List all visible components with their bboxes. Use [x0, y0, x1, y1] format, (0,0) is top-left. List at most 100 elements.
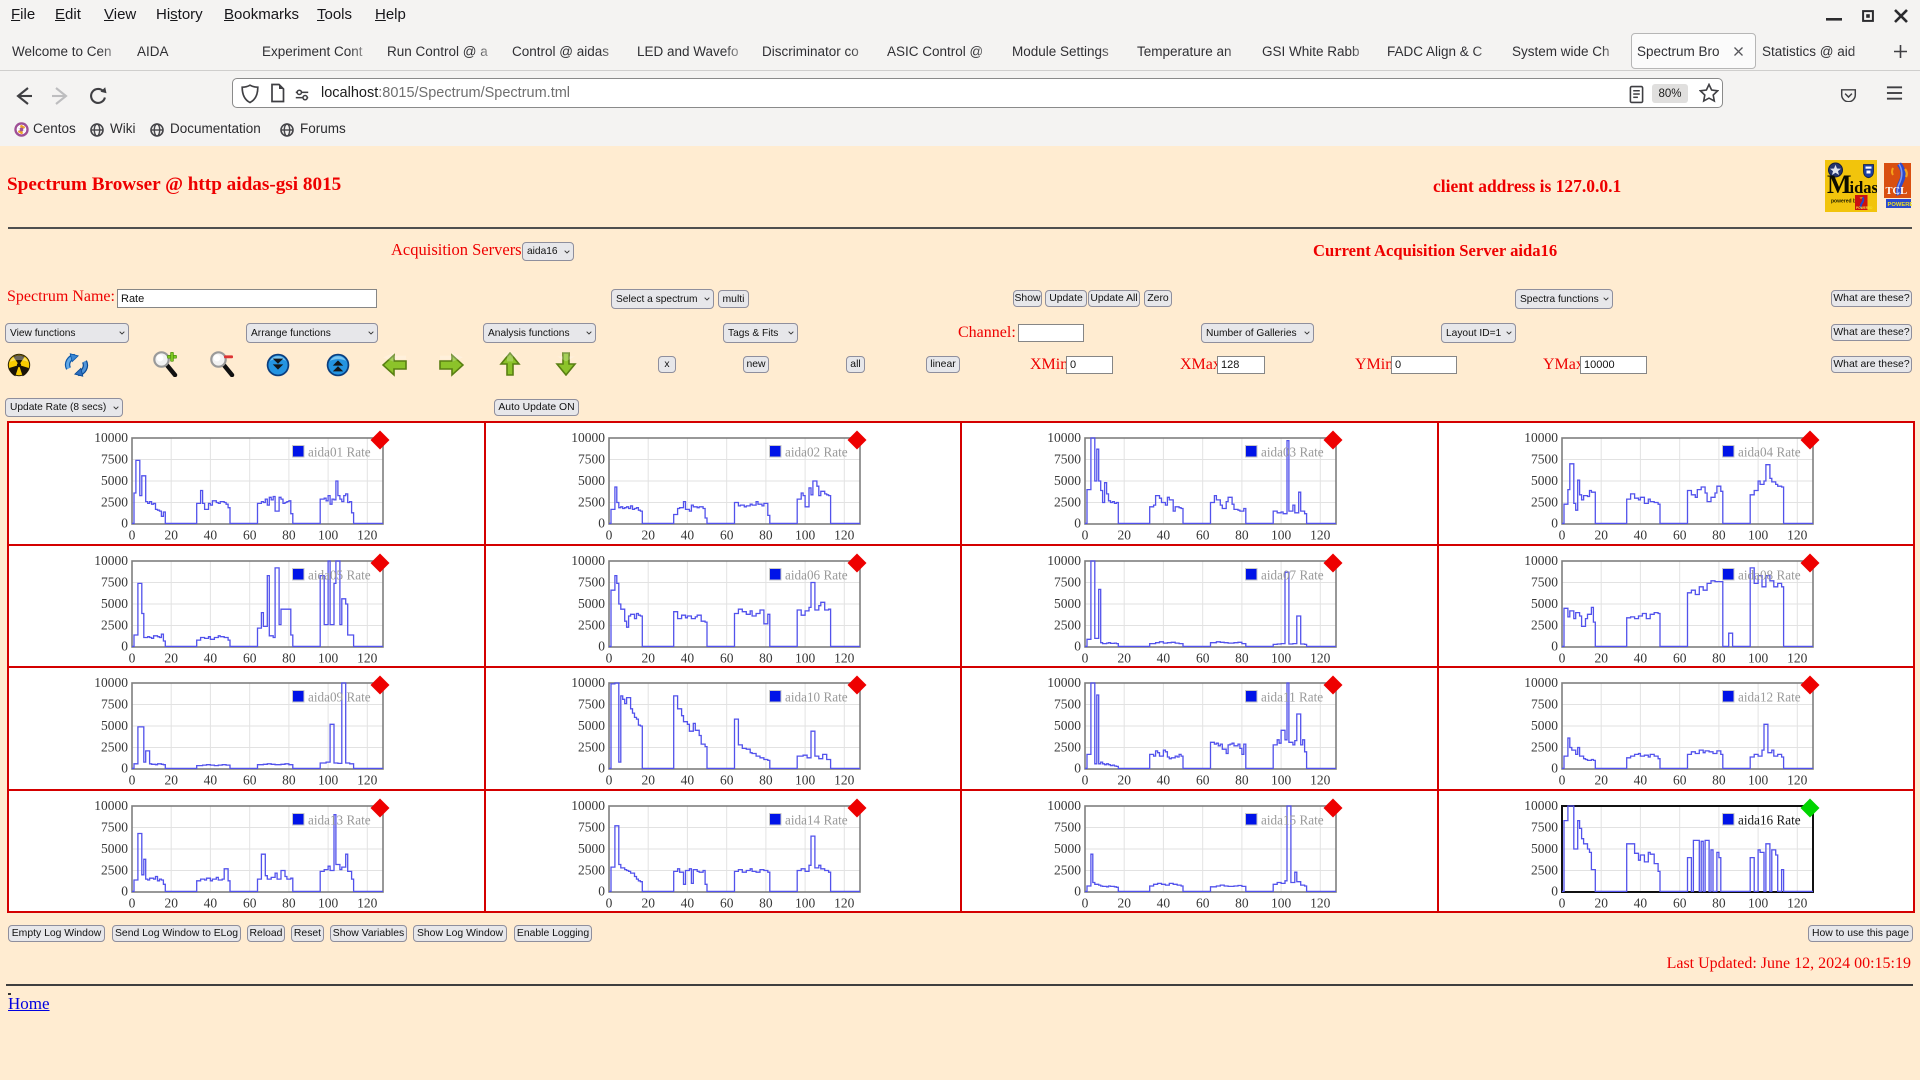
svg-text:0: 0: [1082, 528, 1089, 543]
svg-text:0: 0: [1558, 650, 1565, 665]
svg-text:aida14 Rate: aida14 Rate: [785, 812, 848, 827]
svg-text:2500: 2500: [578, 862, 605, 877]
svg-text:60: 60: [720, 773, 734, 788]
svg-text:2500: 2500: [1054, 495, 1081, 510]
svg-text:100: 100: [318, 528, 339, 543]
svg-text:0: 0: [598, 883, 605, 898]
svg-text:120: 120: [834, 773, 855, 788]
svg-text:5000: 5000: [101, 596, 128, 611]
svg-text:POWERED: POWERED: [1856, 206, 1873, 210]
svg-text:80: 80: [759, 650, 773, 665]
svg-text:120: 120: [834, 650, 855, 665]
svg-text:80: 80: [759, 528, 773, 543]
svg-text:100: 100: [795, 650, 816, 665]
svg-text:aida10 Rate: aida10 Rate: [785, 690, 848, 705]
svg-text:10000: 10000: [571, 798, 605, 813]
svg-text:80: 80: [759, 895, 773, 910]
svg-text:120: 120: [1787, 528, 1808, 543]
svg-text:7500: 7500: [101, 697, 128, 712]
svg-text:80: 80: [282, 650, 296, 665]
svg-text:120: 120: [834, 528, 855, 543]
svg-text:10000: 10000: [1524, 553, 1558, 568]
svg-text:5000: 5000: [1054, 596, 1081, 611]
svg-text:0: 0: [1074, 883, 1081, 898]
svg-text:0: 0: [1074, 638, 1081, 653]
svg-text:100: 100: [1271, 773, 1292, 788]
svg-text:20: 20: [641, 895, 655, 910]
svg-text:0: 0: [1558, 528, 1565, 543]
svg-text:100: 100: [1748, 650, 1769, 665]
svg-text:10000: 10000: [1524, 675, 1558, 690]
svg-text:120: 120: [1310, 773, 1331, 788]
svg-text:40: 40: [680, 895, 694, 910]
svg-text:7500: 7500: [1054, 452, 1081, 467]
svg-text:2500: 2500: [101, 740, 128, 755]
svg-text:5000: 5000: [578, 473, 605, 488]
svg-text:aida12 Rate: aida12 Rate: [1738, 690, 1801, 705]
svg-text:120: 120: [1310, 528, 1331, 543]
svg-text:80: 80: [1712, 895, 1726, 910]
svg-text:60: 60: [1673, 650, 1687, 665]
svg-text:20: 20: [641, 773, 655, 788]
svg-text:7500: 7500: [1054, 697, 1081, 712]
svg-text:60: 60: [1673, 528, 1687, 543]
svg-text:20: 20: [1118, 650, 1132, 665]
svg-text:0: 0: [129, 650, 136, 665]
svg-text:100: 100: [1748, 528, 1769, 543]
svg-text:0: 0: [1551, 761, 1558, 776]
svg-text:100: 100: [795, 773, 816, 788]
svg-text:aida16 Rate: aida16 Rate: [1738, 812, 1801, 827]
svg-text:40: 40: [204, 650, 218, 665]
svg-text:60: 60: [243, 773, 257, 788]
svg-text:5000: 5000: [1531, 841, 1558, 856]
svg-text:80: 80: [1235, 650, 1249, 665]
svg-text:10000: 10000: [571, 675, 605, 690]
svg-text:100: 100: [1748, 895, 1769, 910]
svg-text:2500: 2500: [1531, 862, 1558, 877]
svg-text:aida15 Rate: aida15 Rate: [1261, 812, 1324, 827]
svg-text:2500: 2500: [1054, 740, 1081, 755]
svg-text:0: 0: [605, 528, 612, 543]
svg-text:20: 20: [1118, 895, 1132, 910]
svg-text:2500: 2500: [578, 740, 605, 755]
svg-text:0: 0: [1551, 516, 1558, 531]
svg-text:0: 0: [605, 895, 612, 910]
svg-text:2500: 2500: [1054, 862, 1081, 877]
svg-text:0: 0: [129, 895, 136, 910]
svg-text:60: 60: [1196, 895, 1210, 910]
svg-text:0: 0: [1558, 895, 1565, 910]
svg-text:5000: 5000: [1054, 841, 1081, 856]
svg-text:0: 0: [598, 638, 605, 653]
svg-text:120: 120: [834, 895, 855, 910]
svg-text:60: 60: [720, 895, 734, 910]
svg-text:5000: 5000: [101, 473, 128, 488]
svg-text:2500: 2500: [101, 617, 128, 632]
svg-text:0: 0: [1558, 773, 1565, 788]
svg-text:40: 40: [204, 773, 218, 788]
svg-text:7500: 7500: [1054, 819, 1081, 834]
svg-text:100: 100: [795, 895, 816, 910]
svg-text:40: 40: [1157, 528, 1171, 543]
svg-text:60: 60: [243, 528, 257, 543]
svg-text:60: 60: [720, 528, 734, 543]
svg-text:80: 80: [1235, 895, 1249, 910]
svg-text:20: 20: [164, 650, 178, 665]
svg-text:0: 0: [1074, 516, 1081, 531]
svg-text:20: 20: [1594, 650, 1608, 665]
svg-text:aida05 Rate: aida05 Rate: [308, 567, 371, 582]
svg-text:120: 120: [1310, 650, 1331, 665]
svg-text:0: 0: [1551, 883, 1558, 898]
svg-text:idas: idas: [1850, 178, 1878, 197]
svg-text:7500: 7500: [578, 574, 605, 589]
svg-text:2500: 2500: [1531, 740, 1558, 755]
svg-text:5000: 5000: [1054, 473, 1081, 488]
svg-text:0: 0: [605, 773, 612, 788]
svg-text:40: 40: [680, 528, 694, 543]
svg-text:7500: 7500: [1531, 452, 1558, 467]
svg-text:120: 120: [357, 773, 378, 788]
svg-text:20: 20: [1594, 528, 1608, 543]
svg-text:aida04 Rate: aida04 Rate: [1738, 445, 1801, 460]
svg-text:TCL: TCL: [1886, 186, 1908, 197]
svg-text:aida07 Rate: aida07 Rate: [1261, 567, 1324, 582]
svg-text:20: 20: [1594, 895, 1608, 910]
